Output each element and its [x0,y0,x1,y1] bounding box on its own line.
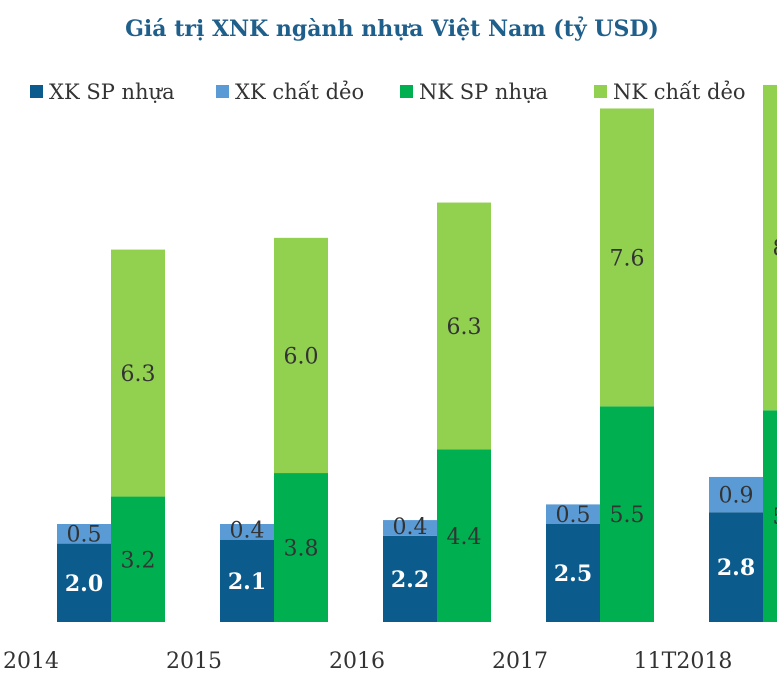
data-label-nk-chat-deo-11t2018: 8.3 [773,237,777,262]
data-label-nk-chat-deo-2015: 6.0 [284,344,319,369]
legend-label-nk-sp-nhua: NK SP nhựa [419,80,548,104]
x-tick-label-2016: 2016 [329,649,385,674]
x-tick-label-2015: 2015 [166,649,222,674]
data-label-xk-chat-deo-2015: 0.4 [230,519,265,544]
data-label-xk-chat-deo-2017: 0.5 [556,503,591,528]
legend: XK SP nhựa XK chất dẻo NK SP nhựa NK chất d… [30,80,746,104]
bar-xk-chat-deo-2016 [383,520,437,536]
data-label-nk-sp-nhua-2016: 4.4 [447,525,482,550]
bar-nk-chat-deo-2016 [437,202,491,450]
data-label-xk-chat-deo-2014: 0.5 [67,523,102,548]
legend-swatch-nk-chat-deo [594,85,607,98]
bar-xk-sp-nhua-2015 [220,539,274,622]
legend-label-xk-chat-deo: XK chất dẻo [235,80,364,104]
bars: 2.0 0.5 3.2 6.3 2.1 0.4 3.8 6.0 2.2 0.4 4.4 6.3 2.5 0… [57,84,777,622]
chart-title: Giá trị XNK ngành nhựa Việt Nam (tỷ USD) [125,16,659,42]
x-axis: 2014 2015 2016 2017 11T2018 [3,649,732,674]
data-label-xk-sp-nhua-11t2018: 2.8 [717,555,755,581]
bar-nk-chat-deo-2015 [274,237,328,474]
legend-swatch-nk-sp-nhua [400,85,413,98]
data-label-nk-chat-deo-2016: 6.3 [447,315,482,340]
data-label-xk-chat-deo-2016: 0.4 [393,515,428,540]
bar-nk-sp-nhua-2016 [437,449,491,622]
bar-nk-sp-nhua-2014 [111,496,165,622]
data-label-nk-chat-deo-2017: 7.6 [610,246,645,271]
legend-label-xk-sp-nhua: XK SP nhựa [49,80,175,104]
legend-swatch-xk-chat-deo [216,85,229,98]
bar-nk-sp-nhua-11t2018 [763,410,777,622]
bar-nk-chat-deo-2014 [111,249,165,497]
data-label-xk-sp-nhua-2017: 2.5 [554,561,592,587]
legend-label-nk-chat-deo: NK chất dẻo [613,80,746,104]
bar-nk-sp-nhua-2017 [600,406,654,622]
bar-xk-sp-nhua-2017 [546,524,600,622]
bar-nk-sp-nhua-2015 [274,473,328,622]
bar-xk-chat-deo-2015 [220,524,274,540]
x-tick-label-2017: 2017 [492,649,548,674]
data-label-xk-sp-nhua-2015: 2.1 [228,569,266,595]
bar-xk-sp-nhua-11t2018 [709,512,763,622]
bar-xk-sp-nhua-2016 [383,535,437,622]
data-label-nk-chat-deo-2014: 6.3 [121,362,156,387]
data-label-nk-sp-nhua-2014: 3.2 [121,548,156,573]
bar-xk-chat-deo-11t2018 [709,476,763,513]
x-tick-label-11t2018: 11T2018 [634,649,733,674]
x-tick-label-2014: 2014 [3,649,59,674]
data-label-xk-chat-deo-11t2018: 0.9 [719,484,754,509]
bar-nk-chat-deo-11t2018 [763,84,777,411]
bar-xk-chat-deo-2014 [57,524,111,544]
bar-xk-sp-nhua-2014 [57,543,111,622]
bar-xk-chat-deo-2017 [546,504,600,524]
data-label-nk-sp-nhua-2017: 5.5 [610,503,645,528]
legend-swatch-xk-sp-nhua [30,85,43,98]
data-label-xk-sp-nhua-2016: 2.2 [391,567,429,593]
data-label-xk-sp-nhua-2014: 2.0 [65,571,103,597]
data-label-nk-sp-nhua-2015: 3.8 [284,537,319,562]
data-label-nk-sp-nhua-11t2018: 5.4 [773,505,777,530]
bar-nk-chat-deo-2017 [600,108,654,407]
